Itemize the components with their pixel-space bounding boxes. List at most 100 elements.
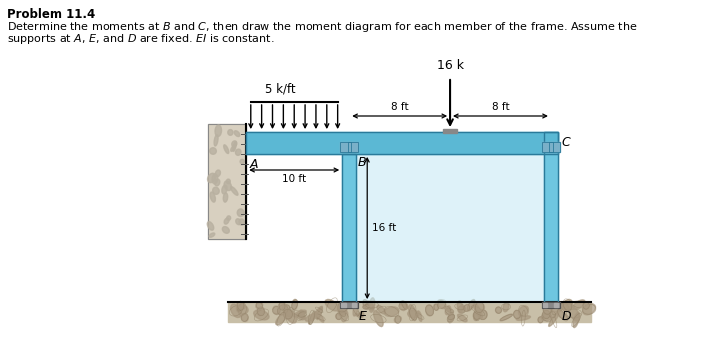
Ellipse shape: [292, 300, 298, 310]
Ellipse shape: [355, 313, 362, 316]
Bar: [208, 124, 246, 239]
Ellipse shape: [297, 313, 305, 320]
Ellipse shape: [214, 135, 218, 146]
Ellipse shape: [568, 306, 579, 321]
Ellipse shape: [583, 304, 596, 315]
Ellipse shape: [316, 306, 322, 313]
Ellipse shape: [549, 313, 559, 327]
Text: Problem 11.4: Problem 11.4: [7, 8, 96, 21]
Bar: [542, 302, 560, 308]
Text: $D$: $D$: [560, 310, 572, 323]
Ellipse shape: [282, 305, 290, 312]
Text: 8 ft: 8 ft: [492, 102, 509, 112]
Ellipse shape: [458, 314, 467, 322]
Text: $A$: $A$: [249, 158, 259, 171]
Ellipse shape: [253, 310, 269, 320]
Ellipse shape: [363, 300, 369, 309]
Ellipse shape: [232, 141, 237, 147]
Ellipse shape: [240, 159, 244, 164]
Ellipse shape: [400, 302, 408, 309]
Ellipse shape: [538, 317, 543, 323]
Bar: [543, 303, 547, 307]
Ellipse shape: [231, 187, 238, 195]
Ellipse shape: [473, 304, 482, 318]
Bar: [542, 142, 552, 152]
Ellipse shape: [366, 301, 374, 310]
Ellipse shape: [473, 311, 481, 319]
Ellipse shape: [566, 304, 572, 309]
Ellipse shape: [426, 305, 434, 316]
Ellipse shape: [317, 307, 322, 320]
Ellipse shape: [237, 209, 244, 217]
Ellipse shape: [293, 310, 306, 317]
Ellipse shape: [308, 312, 316, 324]
Ellipse shape: [241, 314, 248, 321]
Ellipse shape: [583, 302, 589, 309]
Ellipse shape: [561, 302, 567, 311]
Ellipse shape: [234, 131, 240, 136]
Text: 5 k/ft: 5 k/ft: [266, 82, 296, 95]
Ellipse shape: [377, 305, 385, 314]
Ellipse shape: [542, 310, 550, 318]
Bar: [443, 129, 458, 133]
Bar: [340, 142, 351, 152]
Ellipse shape: [408, 310, 419, 318]
Ellipse shape: [325, 300, 339, 311]
Ellipse shape: [573, 312, 580, 328]
Ellipse shape: [359, 312, 363, 318]
Ellipse shape: [227, 216, 231, 220]
Ellipse shape: [338, 304, 347, 314]
Text: $B$: $B$: [358, 156, 367, 169]
Ellipse shape: [300, 310, 306, 319]
Ellipse shape: [503, 302, 509, 312]
Ellipse shape: [224, 218, 229, 224]
Ellipse shape: [450, 313, 453, 321]
Ellipse shape: [550, 302, 557, 308]
Ellipse shape: [212, 174, 218, 184]
Ellipse shape: [287, 310, 293, 317]
Bar: [208, 124, 246, 239]
Ellipse shape: [341, 310, 348, 322]
Ellipse shape: [339, 311, 346, 316]
Ellipse shape: [445, 306, 450, 315]
Bar: [554, 303, 558, 307]
Bar: [340, 142, 351, 152]
Bar: [544, 132, 558, 302]
Ellipse shape: [209, 233, 215, 237]
Ellipse shape: [518, 306, 529, 316]
Bar: [340, 302, 358, 308]
Ellipse shape: [474, 302, 484, 312]
Ellipse shape: [273, 306, 279, 314]
Ellipse shape: [213, 187, 219, 194]
Ellipse shape: [215, 125, 222, 136]
Ellipse shape: [563, 300, 572, 310]
Ellipse shape: [338, 302, 348, 312]
Bar: [542, 142, 552, 152]
Ellipse shape: [447, 308, 453, 313]
Ellipse shape: [231, 146, 235, 151]
Ellipse shape: [285, 309, 297, 323]
Ellipse shape: [215, 179, 220, 186]
Ellipse shape: [495, 307, 502, 313]
Ellipse shape: [418, 311, 422, 321]
Ellipse shape: [237, 305, 245, 309]
Bar: [542, 302, 560, 308]
Ellipse shape: [542, 314, 552, 321]
Ellipse shape: [516, 316, 531, 320]
Ellipse shape: [237, 302, 245, 309]
Bar: [342, 154, 356, 302]
Ellipse shape: [434, 304, 439, 310]
Ellipse shape: [437, 300, 446, 309]
Bar: [342, 154, 356, 302]
Ellipse shape: [559, 302, 564, 310]
Ellipse shape: [563, 301, 568, 311]
Ellipse shape: [458, 301, 463, 313]
Ellipse shape: [222, 227, 230, 233]
Ellipse shape: [236, 219, 241, 225]
Ellipse shape: [463, 305, 470, 311]
Text: 16 ft: 16 ft: [371, 223, 396, 233]
Text: 8 ft: 8 ft: [391, 102, 408, 112]
Text: Determine the moments at $B$ and $C$, then draw the moment diagram for each memb: Determine the moments at $B$ and $C$, th…: [7, 20, 638, 34]
Bar: [544, 132, 558, 302]
Ellipse shape: [235, 149, 241, 155]
